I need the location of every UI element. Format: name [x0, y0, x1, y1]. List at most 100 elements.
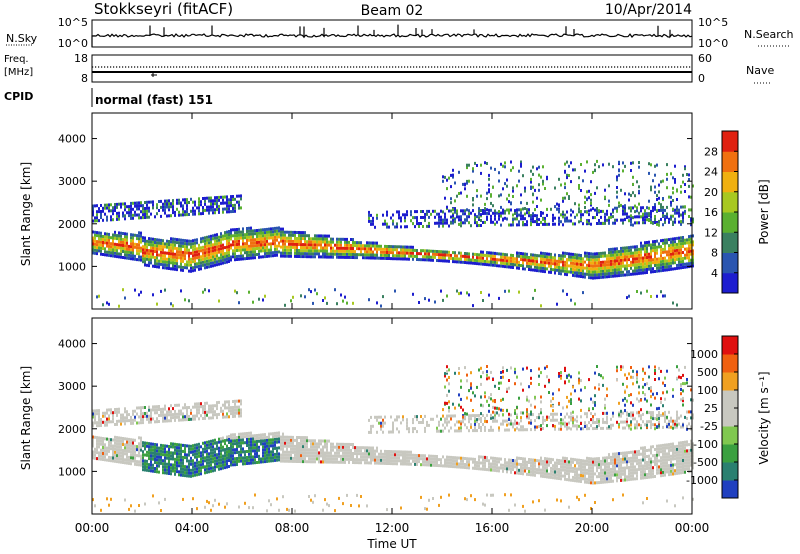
data-cell: [288, 239, 290, 243]
data-cell: [178, 241, 180, 245]
data-cell: [218, 235, 220, 239]
data-cell: [382, 250, 384, 254]
data-cell: [368, 216, 370, 220]
data-cell: [624, 192, 626, 196]
data-cell: [172, 205, 174, 209]
data-cell: [370, 253, 372, 257]
data-cell: [210, 508, 212, 512]
data-cell: [632, 260, 634, 264]
data-cell: [450, 201, 452, 205]
data-cell: [442, 210, 444, 214]
data-cell: [362, 455, 364, 459]
data-cell: [190, 263, 192, 267]
data-cell: [612, 259, 614, 263]
data-cell: [504, 161, 506, 165]
data-cell: [98, 442, 100, 446]
data-cell: [96, 451, 98, 455]
data-cell: [202, 236, 204, 240]
data-cell: [280, 441, 282, 445]
data-cell: [598, 165, 600, 169]
data-cell: [254, 437, 256, 441]
data-cell: [300, 448, 302, 452]
data-cell: [142, 444, 144, 448]
data-cell: [502, 211, 504, 215]
data-cell: [254, 247, 256, 251]
data-cell: [196, 402, 198, 406]
data-cell: [122, 202, 124, 206]
data-cell: [374, 241, 376, 245]
data-cell: [358, 452, 360, 456]
data-cell: [672, 237, 674, 241]
data-cell: [178, 409, 180, 413]
data-cell: [336, 252, 338, 256]
data-cell: [318, 255, 320, 259]
data-cell: [566, 219, 568, 223]
data-cell: [574, 259, 576, 263]
data-cell: [162, 208, 164, 212]
data-cell: [118, 460, 120, 464]
data-cell: [580, 263, 582, 266]
data-cell: [578, 271, 580, 275]
data-cell: [278, 431, 280, 435]
data-cell: [96, 424, 98, 428]
data-cell: [348, 255, 350, 259]
data-cell: [160, 205, 162, 209]
data-cell: [150, 261, 152, 265]
data-cell: [544, 258, 546, 262]
data-cell: [158, 446, 160, 450]
data-cell: [352, 455, 354, 458]
data-cell: [470, 261, 472, 265]
data-cell: [494, 209, 496, 213]
data-cell: [498, 179, 500, 183]
data-cell: [166, 239, 168, 243]
data-cell: [412, 216, 414, 220]
data-cell: [500, 214, 502, 218]
data-cell: [626, 267, 628, 271]
data-cell: [464, 261, 466, 264]
data-cell: [100, 234, 102, 238]
data-cell: [328, 457, 330, 461]
data-cell: [534, 253, 536, 257]
data-cell: [210, 243, 212, 247]
data-cell: [206, 401, 208, 405]
data-cell: [254, 443, 256, 447]
data-cell: [274, 253, 276, 257]
data-cell: [420, 210, 422, 213]
data-cell: [146, 212, 148, 216]
data-cell: [190, 209, 192, 213]
data-cell: [312, 442, 314, 446]
data-cell: [664, 247, 666, 251]
data-cell: [182, 198, 184, 202]
data-cell: [602, 272, 604, 276]
data-cell: [452, 260, 454, 264]
data-cell: [174, 472, 176, 476]
data-cell: [110, 251, 112, 255]
data-cell: [276, 446, 278, 450]
data-cell: [508, 259, 510, 263]
data-cell: [202, 248, 204, 252]
data-cell: [576, 274, 578, 278]
data-cell: [608, 275, 610, 279]
data-cell: [430, 249, 432, 253]
data-cell: [276, 440, 278, 444]
data-cell: [184, 251, 186, 255]
data-cell: [518, 169, 520, 173]
data-cell: [200, 457, 202, 461]
data-cell: [92, 219, 94, 223]
data-cell: [464, 209, 466, 213]
data-cell: [254, 241, 256, 245]
data-cell: [318, 442, 320, 446]
data-cell: [354, 256, 356, 260]
data-cell: [594, 264, 596, 268]
data-cell: [652, 243, 654, 247]
data-cell: [544, 222, 546, 226]
data-cell: [206, 256, 208, 260]
data-cell: [656, 248, 658, 252]
data-cell: [680, 257, 682, 261]
data-cell: [222, 243, 224, 247]
data-cell: [168, 252, 170, 255]
data-cell: [256, 434, 258, 437]
data-cell: [550, 264, 552, 268]
data-cell: [598, 276, 600, 280]
data-cell: [240, 206, 242, 210]
